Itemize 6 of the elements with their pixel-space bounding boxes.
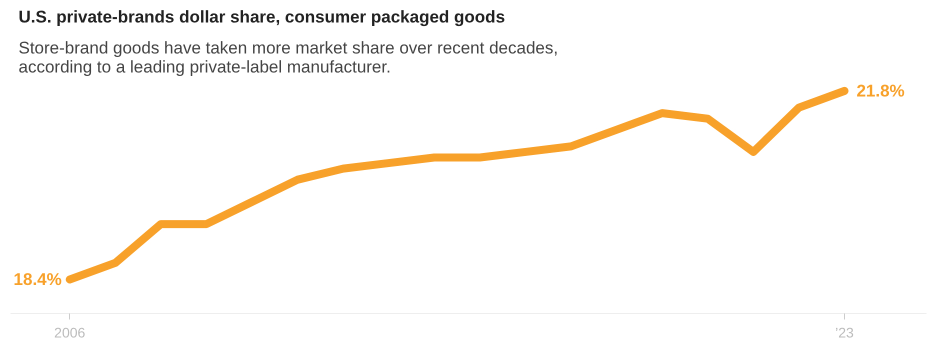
chart-title: U.S. private-brands dollar share, consumer packaged goods — [18, 8, 506, 26]
x-tick-label: 2006 — [54, 324, 86, 340]
data-label: 21.8% — [856, 81, 905, 100]
x-tick-label: ’23 — [835, 324, 854, 340]
data-label: 18.4% — [14, 270, 62, 290]
chart-subtitle: Store-brand goods have taken more market share over recent decades, according to a leading private-label manufacturer. — [18, 38, 558, 76]
